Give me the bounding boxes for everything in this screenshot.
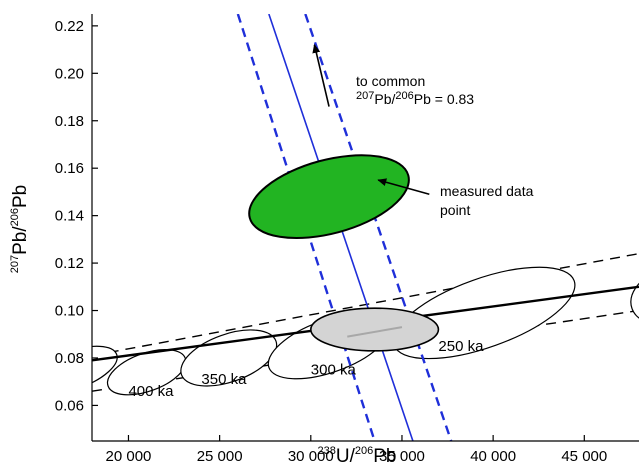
age-label: 400 ka	[128, 383, 174, 400]
y-tick-label: 0.20	[55, 65, 84, 82]
concordia-ellipse	[630, 268, 639, 325]
x-tick-label: 40 000	[470, 448, 516, 464]
measured-annotation: measured data point	[440, 183, 534, 218]
axes: 20 000 25 000 30 000 35 000 40 000 45 000 0.06…	[55, 14, 639, 464]
x-tick-label: 20 000	[106, 448, 152, 464]
annotations: 400 ka 350 ka 300 ka 250 ka	[128, 43, 484, 400]
y-tick-label: 0.22	[55, 18, 84, 35]
y-tick-label: 0.08	[55, 350, 84, 367]
measured-label-line2: point	[440, 202, 470, 218]
x-tick-label: 25 000	[197, 448, 243, 464]
mixing-band-right	[304, 14, 453, 441]
y-axis-title: 207Pb/206Pb	[9, 185, 31, 274]
measured-label-line1: measured data	[440, 183, 534, 199]
x-tick-label: 45 000	[561, 448, 607, 464]
measured-arrow	[377, 178, 430, 196]
y-tick-label: 0.14	[55, 208, 84, 225]
intersection-ellipse	[309, 307, 440, 352]
measured-ellipse	[248, 154, 410, 240]
common-pb-arrow	[312, 43, 330, 107]
y-tick-label: 0.06	[55, 397, 84, 414]
age-label: 350 ka	[201, 371, 247, 388]
age-label: 300 ka	[311, 362, 357, 379]
age-label: 250 ka	[438, 338, 484, 355]
x-axis-title: 238U/206Pb	[318, 445, 397, 464]
intersection-ellipse-inner-line	[347, 326, 403, 338]
x-tick-label: 35 000	[379, 448, 425, 464]
y-tick-label: 0.12	[55, 255, 84, 272]
y-tick-label: 0.18	[55, 113, 84, 130]
common-pb-label-line1: to common	[356, 73, 425, 89]
common-pb-annotation: to common 207Pb/206Pb = 0.83	[356, 73, 474, 107]
y-tick-label: 0.10	[55, 303, 84, 320]
concordia-ellipse	[92, 345, 118, 394]
common-pb-label-line2: 207Pb/206Pb = 0.83	[356, 90, 474, 107]
x-tick-label: 30 000	[288, 448, 334, 464]
y-tick-label: 0.16	[55, 160, 84, 177]
